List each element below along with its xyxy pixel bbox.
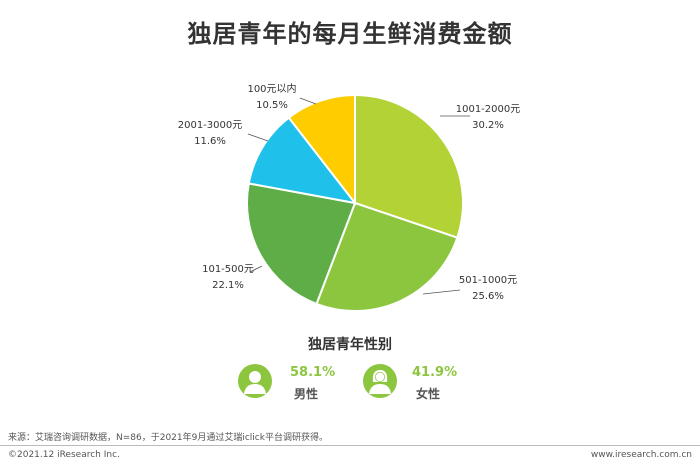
slice-label: 100元以内 bbox=[247, 82, 296, 95]
pie-chart: 1001-2000元 30.2% 501-1000元 25.6% 101-500元 22.… bbox=[178, 82, 521, 312]
female-person-icon bbox=[363, 364, 397, 398]
website: www.iresearch.com.cn bbox=[590, 450, 692, 460]
slice-label: 501-1000元 bbox=[459, 275, 517, 286]
leader-line bbox=[247, 133, 269, 142]
slice-label: 101-500元 bbox=[202, 264, 254, 275]
male-label: 男性 bbox=[294, 387, 319, 401]
gender-section-title: 独居青年性别 bbox=[308, 337, 392, 353]
pie-slice bbox=[287, 93, 356, 206]
slice-label: 1001-2000元 bbox=[456, 104, 521, 115]
leader-line bbox=[422, 289, 461, 295]
female-label: 女性 bbox=[416, 387, 441, 401]
leader-line bbox=[249, 265, 263, 273]
male-person-icon bbox=[238, 364, 272, 398]
slice-label: 2001-3000元 bbox=[178, 120, 243, 131]
male-percent: 58.1% bbox=[290, 365, 336, 380]
source-note: 来源：艾瑞咨询调研数据，N=86，于2021年9月通过艾瑞iclick平台调研获… bbox=[8, 433, 328, 443]
slice-value-label: 25.6% bbox=[472, 291, 504, 302]
leader-line bbox=[299, 97, 317, 105]
pie-slice bbox=[354, 93, 464, 239]
slice-value-label: 11.6% bbox=[194, 136, 226, 147]
pie-slice bbox=[247, 116, 358, 205]
chart-title: 独居青年的每月生鲜消费金额 bbox=[187, 20, 513, 48]
pie-slice bbox=[315, 201, 459, 312]
footer-divider bbox=[0, 445, 700, 446]
female-percent: 41.9% bbox=[412, 365, 458, 380]
slice-value-label: 10.5% bbox=[256, 100, 288, 111]
pie-slice bbox=[246, 182, 357, 306]
slice-value-label: 22.1% bbox=[212, 280, 244, 291]
copyright: ©2021.12 iResearch Inc. bbox=[8, 450, 120, 460]
slice-value-label: 30.2% bbox=[472, 120, 504, 131]
